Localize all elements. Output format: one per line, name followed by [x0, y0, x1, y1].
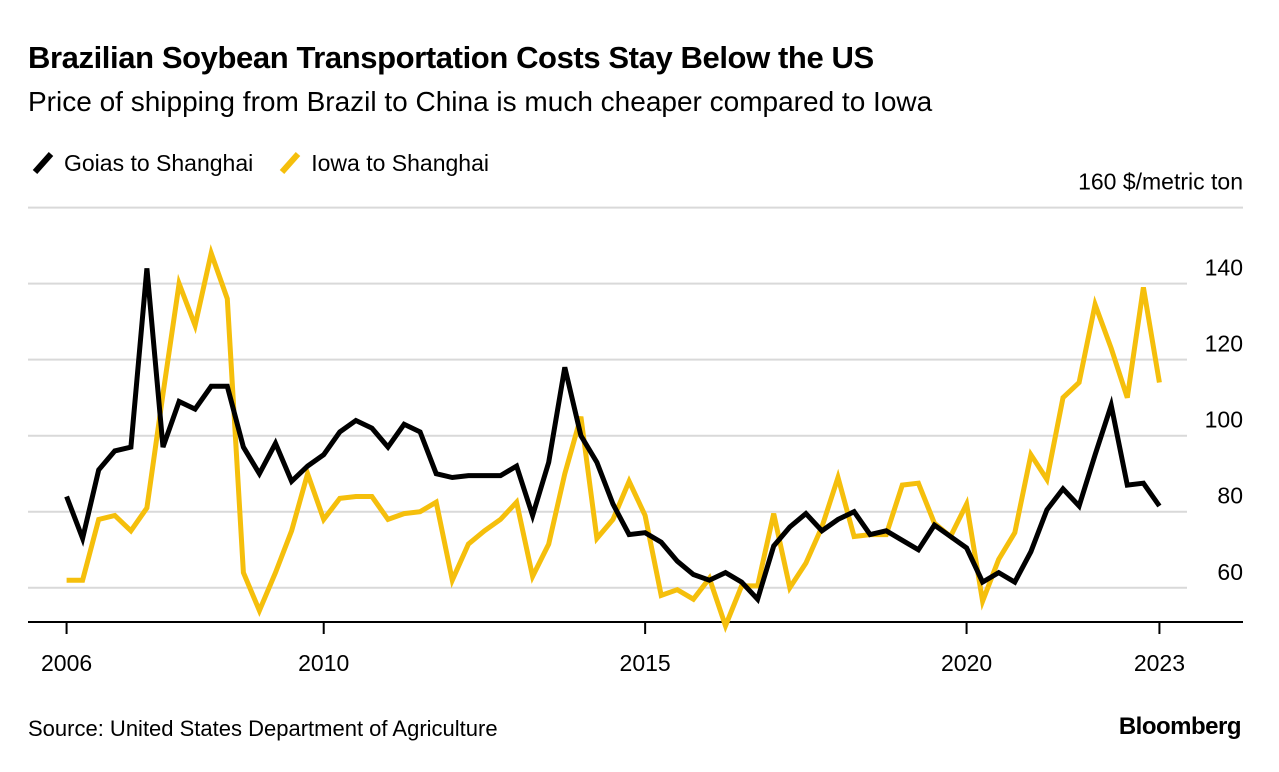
- legend-item-goias: Goias to Shanghai: [28, 148, 253, 178]
- legend-swatch-goias-icon: [32, 152, 54, 174]
- y-tick-label: 60: [1217, 559, 1243, 585]
- bloomberg-logo: Bloomberg: [1118, 713, 1242, 740]
- x-tick-label: 2006: [41, 650, 92, 676]
- series-lines: [64, 244, 1162, 633]
- legend: Goias to Shanghai Iowa to Shanghai: [28, 148, 511, 178]
- legend-item-iowa: Iowa to Shanghai: [275, 148, 489, 178]
- chart-subtitle: Price of shipping from Brazil to China i…: [28, 86, 933, 117]
- y-tick-label: 80: [1217, 483, 1243, 509]
- series-line-iowa: [66, 244, 1162, 633]
- y-axis-labels: 60 80 100 120 140 160 $/metric ton: [1078, 169, 1243, 585]
- x-tick-label: 2020: [941, 650, 992, 676]
- legend-label-iowa: Iowa to Shanghai: [311, 149, 489, 176]
- legend-label-goias: Goias to Shanghai: [64, 149, 254, 176]
- x-tick-label: 2023: [1134, 650, 1185, 676]
- y-unit-label: 160 $/metric ton: [1078, 169, 1243, 195]
- x-tick-label: 2010: [298, 650, 349, 676]
- source-note: Source: United States Department of Agri…: [28, 716, 498, 741]
- x-tick-label: 2015: [620, 650, 671, 676]
- series-line-goias: [64, 268, 1162, 605]
- legend-swatch-iowa-icon: [280, 152, 301, 174]
- y-tick-label: 100: [1205, 407, 1243, 433]
- x-axis: 2006 2010 2015 2020 2023: [28, 621, 1243, 676]
- y-tick-label: 120: [1205, 331, 1243, 357]
- y-tick-label: 140: [1205, 255, 1243, 281]
- chart-title: Brazilian Soybean Transportation Costs S…: [28, 40, 874, 75]
